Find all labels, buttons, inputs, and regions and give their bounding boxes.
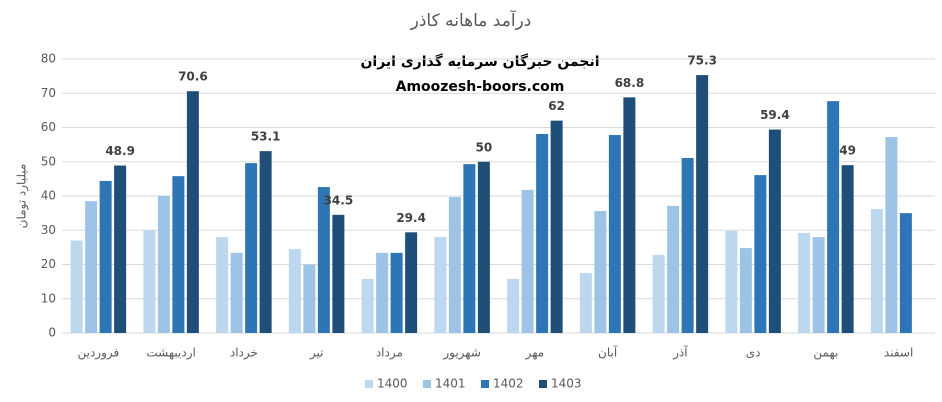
bar (477, 161, 490, 333)
y-tick-label: 70 (41, 86, 56, 100)
bar (332, 214, 345, 333)
bar (448, 197, 461, 333)
data-label: 48.9 (105, 144, 135, 158)
y-tick-label: 60 (41, 120, 56, 134)
legend-label: 1401 (435, 377, 466, 391)
bar (361, 278, 374, 333)
legend-swatch (423, 380, 431, 388)
data-label: 50 (476, 140, 493, 154)
bar (143, 230, 156, 333)
y-tick-label: 20 (41, 257, 56, 271)
x-tick-label: اسفند (884, 346, 913, 360)
data-label: 53.1 (251, 130, 281, 144)
bar (303, 264, 316, 333)
bar (608, 135, 621, 333)
legend-label: 1400 (377, 377, 408, 391)
data-label: 68.8 (615, 76, 645, 90)
y-tick-label: 40 (41, 189, 56, 203)
bar (652, 254, 665, 333)
annotation: انجمن خبرگان سرمایه گذاری ایران (360, 53, 599, 70)
bar (521, 189, 534, 333)
data-label: 70.6 (178, 70, 208, 84)
bar (725, 230, 738, 333)
bar (405, 232, 418, 333)
data-label: 29.4 (396, 211, 426, 225)
x-tick-label: اردیبهشت (146, 346, 195, 361)
x-tick-label: تیر (309, 346, 324, 361)
x-tick-label: شهریور (442, 346, 481, 361)
data-label: 75.3 (687, 54, 717, 68)
bar (245, 163, 258, 333)
bar (376, 252, 389, 333)
legend-swatch (539, 380, 547, 388)
chart-title: درآمد ماهانه کاذر (410, 9, 532, 31)
bar (216, 237, 229, 333)
bar (186, 91, 199, 333)
bar (812, 237, 825, 333)
bar (172, 176, 185, 333)
bar (885, 137, 898, 333)
x-tick-label: آبان (598, 345, 618, 360)
x-tick-label: آذر (672, 345, 688, 361)
data-label: 59.4 (760, 108, 790, 122)
bar (550, 120, 563, 334)
bar (579, 273, 592, 333)
bar (739, 248, 752, 333)
bar (390, 252, 403, 333)
bar (870, 209, 883, 333)
data-label: 62 (548, 99, 565, 113)
data-label: 34.5 (324, 193, 354, 207)
bar (157, 196, 170, 333)
x-tick-label: فروردین (77, 346, 119, 361)
bar (99, 180, 112, 333)
annotation: Amoozesh-boors.com (396, 79, 565, 95)
bar (85, 201, 98, 333)
x-tick-label: مرداد (376, 346, 403, 361)
bar (114, 165, 127, 333)
bar (841, 165, 854, 333)
bar (536, 134, 549, 333)
bar (463, 164, 476, 333)
bar (623, 97, 636, 333)
bar (798, 232, 811, 333)
data-label: 49 (839, 144, 856, 158)
legend-swatch (365, 380, 373, 388)
bar (230, 252, 243, 333)
bar (288, 249, 301, 333)
bar (696, 75, 709, 333)
bar (317, 187, 330, 333)
y-tick-label: 30 (41, 223, 56, 237)
bar (754, 175, 767, 333)
bar (434, 237, 447, 333)
legend-label: 1403 (551, 377, 582, 391)
bar (681, 157, 694, 333)
y-tick-label: 10 (41, 291, 56, 305)
y-tick-label: 50 (41, 154, 56, 168)
bar (768, 129, 781, 333)
bar (259, 151, 272, 333)
bar (667, 205, 680, 333)
y-tick-label: 80 (41, 52, 56, 66)
y-tick-label: 0 (48, 326, 56, 340)
bar (594, 211, 607, 333)
bar (827, 101, 840, 333)
x-tick-label: مهر (525, 346, 545, 361)
x-tick-label: خرداد (230, 346, 258, 361)
y-axis-label: میلیارد تومان (15, 164, 30, 229)
x-tick-label: بهمن (813, 346, 838, 361)
bar (70, 240, 83, 333)
x-tick-label: دی (746, 346, 761, 360)
bar (899, 213, 912, 333)
bar (507, 278, 520, 333)
legend-label: 1402 (493, 377, 524, 391)
legend-swatch (481, 380, 489, 388)
